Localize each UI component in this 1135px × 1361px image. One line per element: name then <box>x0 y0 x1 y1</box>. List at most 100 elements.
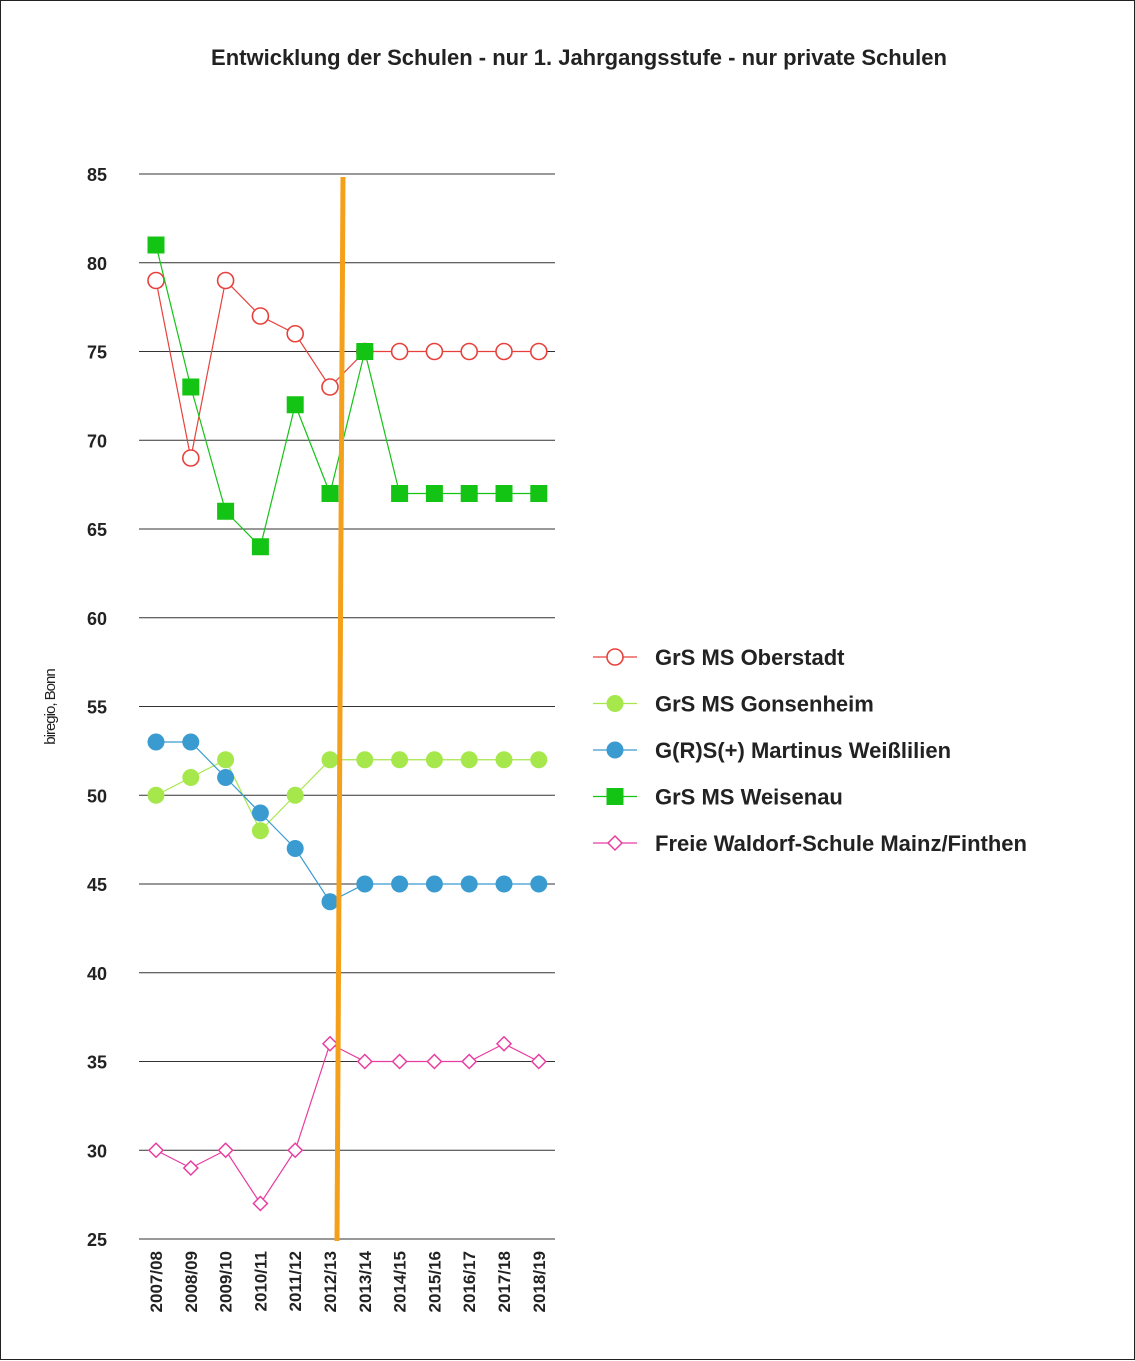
data-point <box>252 1195 269 1212</box>
legend: GrS MS Oberstadt GrS MS Gonsenheim G(R)S(+… <box>593 645 1027 856</box>
series-layer <box>147 236 548 1212</box>
legend-label: Freie Waldorf-Schule Mainz/Finthen <box>655 831 1027 856</box>
data-point <box>530 485 548 502</box>
data-point <box>425 875 443 893</box>
data-point <box>460 485 478 502</box>
period-divider-line <box>334 176 346 1242</box>
y-tick-label: 85 <box>87 165 107 185</box>
y-tick-label: 30 <box>87 1141 107 1161</box>
data-point <box>460 342 479 361</box>
data-point <box>251 538 269 556</box>
data-point <box>182 449 200 467</box>
legend-marker <box>606 834 624 852</box>
legend-item: GrS MS Oberstadt <box>593 645 845 670</box>
legend-marker <box>606 788 624 805</box>
data-point <box>425 342 444 361</box>
legend-item: GrS MS Gonsenheim <box>593 692 874 717</box>
legend-label: GrS MS Oberstadt <box>655 645 845 670</box>
data-point <box>495 485 513 502</box>
data-point <box>321 893 339 911</box>
chart-title: Entwicklung der Schulen - nur 1. Jahrgan… <box>211 45 947 70</box>
data-point <box>426 1053 443 1070</box>
gridlines <box>139 173 555 1240</box>
data-point <box>495 1035 513 1052</box>
data-point <box>286 324 305 343</box>
series-2 <box>147 751 548 840</box>
x-tick-label: 2008/09 <box>182 1251 201 1312</box>
data-point <box>147 733 165 751</box>
legend-marker <box>606 695 624 712</box>
y-tick-label: 55 <box>87 698 107 718</box>
y-tick-label: 70 <box>87 431 107 451</box>
data-point <box>321 751 339 769</box>
legend-marker <box>606 741 624 759</box>
legend-item: Freie Waldorf-Schule Mainz/Finthen <box>593 831 1027 856</box>
legend-item: G(R)S(+) Martinus Weißlilien <box>593 738 951 763</box>
legend-marker <box>606 648 624 666</box>
data-point <box>217 1142 234 1159</box>
data-point <box>530 1053 547 1070</box>
data-point <box>425 485 443 502</box>
data-point <box>356 751 374 769</box>
data-point <box>217 502 235 520</box>
series-3 <box>147 733 548 911</box>
data-point <box>217 769 235 786</box>
data-point <box>182 733 200 751</box>
legend-label: GrS MS Gonsenheim <box>655 692 874 717</box>
y-tick-label: 65 <box>87 520 107 540</box>
data-point <box>147 236 165 254</box>
y-axis-label: biregio, Bonn <box>42 669 59 745</box>
data-point <box>217 751 235 769</box>
data-point <box>251 307 270 325</box>
legend-item: GrS MS Weisenau <box>593 785 843 810</box>
y-tick-label: 45 <box>87 875 107 895</box>
x-tick-label: 2017/18 <box>495 1251 514 1312</box>
data-point <box>286 840 304 857</box>
x-tick-label: 2012/13 <box>321 1251 340 1312</box>
vertical-marker <box>334 176 346 1242</box>
data-point <box>216 271 235 290</box>
data-point <box>530 751 548 769</box>
data-point <box>147 786 165 804</box>
data-point <box>529 342 548 361</box>
y-axis-ticks: 85 80 75 70 65 60 55 50 45 40 35 30 25 <box>87 165 107 1250</box>
data-point <box>390 342 409 361</box>
series-1 <box>147 271 548 467</box>
data-point <box>321 485 339 502</box>
data-point <box>460 875 478 893</box>
data-point <box>391 751 409 769</box>
data-point <box>425 751 443 769</box>
y-tick-label: 60 <box>87 609 107 629</box>
data-point <box>286 786 304 804</box>
y-tick-label: 40 <box>87 964 107 984</box>
data-point <box>251 804 269 822</box>
series-5 <box>147 1035 547 1212</box>
data-point <box>147 271 165 290</box>
data-point <box>251 822 269 840</box>
x-tick-label: 2009/10 <box>217 1251 236 1312</box>
x-tick-label: 2018/19 <box>530 1251 549 1312</box>
x-tick-label: 2014/15 <box>391 1251 410 1312</box>
x-tick-label: 2010/11 <box>251 1251 270 1312</box>
legend-label: G(R)S(+) Martinus Weißlilien <box>655 738 951 763</box>
x-tick-label: 2007/08 <box>147 1251 166 1312</box>
data-point <box>461 1053 478 1070</box>
data-point <box>287 1142 304 1159</box>
x-tick-label: 2015/16 <box>425 1251 444 1312</box>
data-point <box>356 343 374 360</box>
x-axis-ticks: 2007/08 2008/09 2009/10 2010/11 2011/12 2012/… <box>147 1250 549 1312</box>
y-tick-label: 80 <box>87 254 107 274</box>
series-line <box>155 244 539 548</box>
data-point <box>321 378 339 396</box>
data-point <box>182 378 200 396</box>
series-line <box>155 1042 540 1205</box>
data-point <box>356 875 374 893</box>
data-point <box>286 396 304 414</box>
data-point <box>495 875 513 893</box>
y-tick-label: 50 <box>87 786 107 806</box>
data-point <box>391 485 409 502</box>
x-tick-label: 2013/14 <box>356 1250 375 1312</box>
data-point <box>147 1142 165 1159</box>
